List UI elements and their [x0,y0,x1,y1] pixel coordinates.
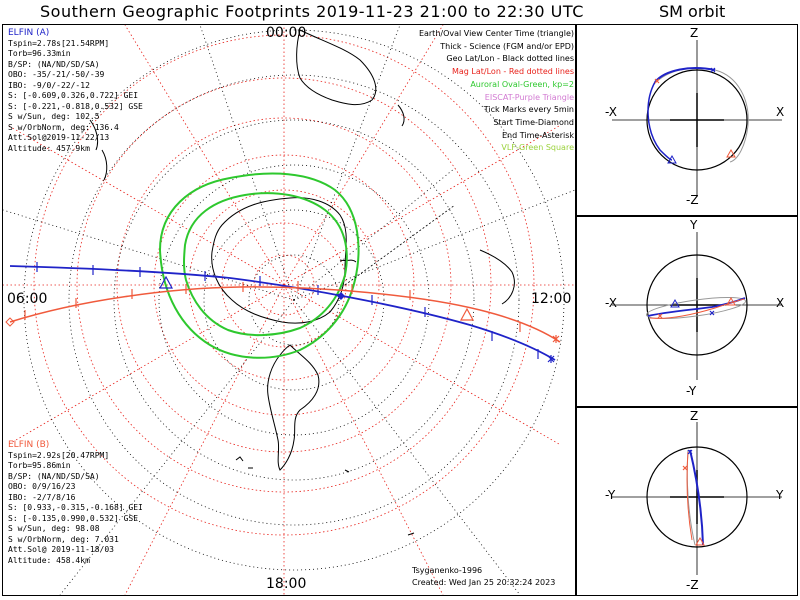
elfin-b-line: OBO: 0/9/16/23 [8,482,76,491]
sm-xy-right-label: X [776,296,785,310]
mlt-label-top: 00:00 [266,25,307,41]
sm-xz-down-label: -Z [686,193,699,207]
elfin-b-line: S: [-0.135,0.990,0.532] GSE [8,513,139,523]
sm-yz-down-label: -Z [686,578,699,592]
mlt-label-right: 12:00 [531,291,572,307]
sun-direction-line [344,204,456,286]
plot-title: Southern Geographic Footprints 2019-11-2… [40,2,584,21]
elfin-a-line: S w/OrbNorm, deg: 136.4 [8,122,119,132]
elfin-a-line: S: [-0.221,-0.818,0.532] GSE [8,101,143,111]
legend-item: Geo Lat/Lon - Black dotted lines [446,54,574,64]
elfin-a-line: Tspin=2.78s[21.54RPM] [8,38,110,48]
elfin-a-line: B/SP: (NA/ND/SD/SA) [8,59,100,69]
sm-xz-left-label: -X [605,105,617,119]
sm-yz-panel [612,422,782,575]
elfin-b-line: S w/OrbNorm, deg: 7.031 [8,534,119,544]
geo-lon-grid [3,25,575,595]
elfin-a-track [9,262,556,363]
map-legend: Earth/Oval View Center Time (triangle) T… [419,28,574,155]
legend-item: EISCAT-Purple Triangle [484,92,574,102]
sm-xy-up-label: Y [690,218,698,232]
footprint-map-frame [2,24,576,596]
sm-xz-frame [576,24,798,216]
elfin-b-line: Torb=95.86min [8,461,71,470]
legend-item: Start Time-Diamond [493,117,574,127]
legend-item: Earth/Oval View Center Time (triangle) [418,29,574,38]
elfin-a-info: ELFIN (A) Tspin=2.78s[21.54RPM] Torb=96.… [8,28,143,154]
elfin-a-name: ELFIN (A) [8,28,50,38]
mlt-label-bottom: 18:00 [266,576,307,592]
elfin-a-line: Altitude: 457.9km [8,143,90,153]
legend-item: Thick - Science (FGM and/or EPD) [440,41,574,51]
mlt-label-left: 06:00 [7,291,48,307]
elfin-b-info: ELFIN (B) Tspin=2.92s[20.47RPM] Torb=95.… [8,440,143,566]
legend-item: Mag Lat/Lon - Red dotted lines [451,67,574,77]
sm-yz-left-label: -Y [605,488,616,502]
legend-item: Auroral Oval-Green, kp=2 [470,79,574,89]
elfin-a-line: S w/Sun, deg: 102.5 [8,112,100,121]
elfin-b-line: B/SP: (NA/ND/SD/SA) [8,471,100,481]
sm-orbit-title: SM orbit [659,2,726,21]
elfin-a-line: S: [-0.609,0.326,0.722] GEI [8,91,139,100]
model-label: Tsyganenko-1996 [412,566,483,575]
mag-lat-grid [33,34,535,536]
elfin-b-line: Altitude: 458.4km [8,555,90,565]
sm-xz-panel [612,40,782,195]
elfin-b-line: Tspin=2.92s[20.47RPM] [8,450,110,460]
legend-item: End Time-Asterisk [501,130,574,140]
elfin-b-line: S w/Sun, deg: 98.08 [8,524,100,533]
elfin-a-line: Torb=96.33min [8,49,71,58]
elfin-a-line: Att.Sol@2019-11-22/13 [8,133,110,142]
sm-yz-frame [576,407,798,596]
coastlines [89,29,515,536]
elfin-a-line: OBO: -35/-21/-50/-39 [8,70,105,79]
legend-item: Tick Marks every 5min [483,105,574,115]
elfin-b-track [5,281,561,343]
sm-xz-right-label: X [776,105,785,119]
sm-xz-up-label: Z [690,26,699,40]
sm-yz-right-label: Y [776,488,784,502]
elfin-b-line: IBO: -2/7/8/16 [8,492,76,502]
sm-xy-panel [612,232,782,380]
elfin-a-line: IBO: -9/0/-22/-12 [8,80,90,90]
mag-lon-grid [3,25,575,595]
auroral-oval [158,172,360,359]
elfin-b-line: Att.Sol@ 2019-11-18/03 [8,545,114,554]
legend-item: VLF-Green Square [501,143,574,153]
sm-xy-down-label: -Y [686,384,697,398]
elfin-b-name: ELFIN (B) [8,440,50,450]
sm-yz-up-label: Z [690,409,699,423]
sm-xy-frame [576,216,798,407]
elfin-b-line: S: [0.933,-0.315,-0.168] GEI [8,503,143,512]
created-label: Created: Wed Jan 25 20:32:24 2023 [412,578,556,587]
sm-xy-left-label: -X [605,296,617,310]
